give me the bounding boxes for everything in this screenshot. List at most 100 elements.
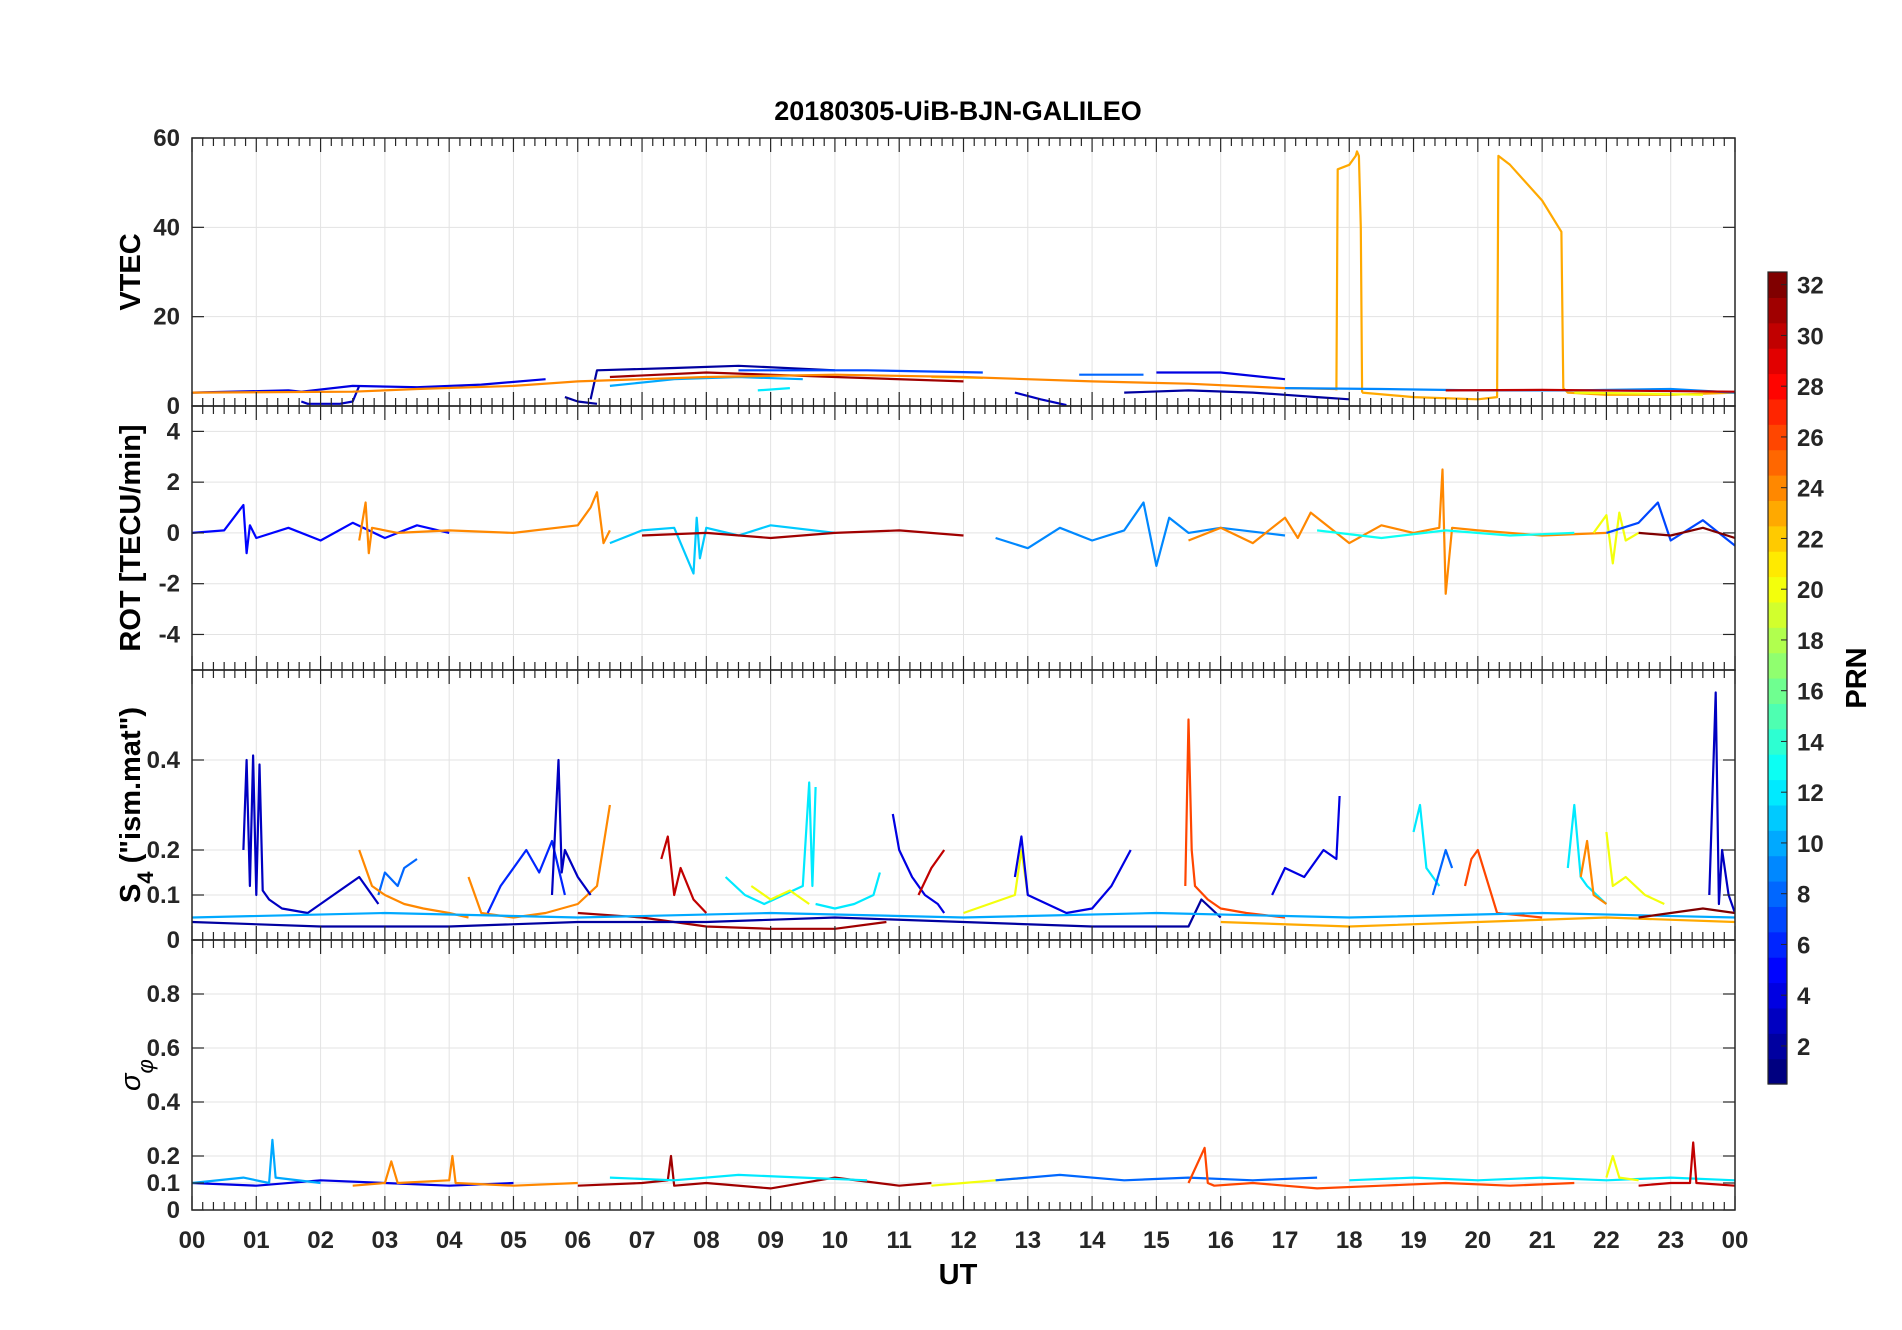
series-line-prn-12 bbox=[724, 781, 817, 906]
colorbar-tick-label: 20 bbox=[1797, 577, 1824, 604]
y-tick-label: 0.2 bbox=[147, 837, 180, 864]
y-tick-label: 0 bbox=[167, 1197, 180, 1224]
x-tick-label: 11 bbox=[887, 1227, 912, 1254]
colorbar-tick-label: 8 bbox=[1797, 882, 1810, 909]
series-line-prn-8 bbox=[1431, 848, 1454, 896]
y-axis-label-rot: ROT [TECU/min] bbox=[115, 424, 147, 651]
series-group bbox=[192, 150, 1735, 406]
x-tick-label: 12 bbox=[950, 1227, 977, 1254]
colorbar-tick-label: 16 bbox=[1797, 679, 1824, 706]
series-line-prn-26 bbox=[1187, 1146, 1575, 1190]
series-line-prn-3 bbox=[1014, 391, 1067, 406]
panel-s4: 0 0.1 0.2 0.4S4 ("ism.mat") bbox=[115, 669, 1736, 954]
colorbar-segment bbox=[1768, 373, 1787, 400]
colorbar-segment bbox=[1768, 601, 1787, 628]
colorbar-tick-label: 32 bbox=[1797, 273, 1824, 300]
series-line-prn-31 bbox=[641, 529, 964, 540]
y-tick-label: 0.1 bbox=[147, 882, 180, 909]
series-line-prn-3 bbox=[1708, 691, 1735, 914]
series-group bbox=[192, 1138, 1735, 1190]
colorbar-segment bbox=[1768, 906, 1787, 933]
colorbar-tick-label: 30 bbox=[1797, 323, 1824, 350]
series-line-prn-24 bbox=[467, 804, 611, 919]
colorbar-segment bbox=[1768, 1058, 1787, 1085]
series-line-prn-12 bbox=[757, 387, 790, 392]
series-line-prn-11 bbox=[609, 516, 836, 575]
colorbar-tick-label: 4 bbox=[1797, 983, 1811, 1010]
series-line-prn-4 bbox=[1271, 795, 1341, 896]
x-tick-label: 09 bbox=[757, 1227, 784, 1254]
x-tick-label: 04 bbox=[436, 1227, 463, 1254]
series-line-prn-7 bbox=[1606, 501, 1735, 547]
series-line-prn-23 bbox=[1220, 916, 1735, 928]
panel-rot: -4 -2 0 2 4 ROT [TECU/min] bbox=[115, 405, 1736, 671]
colorbar-tick-label: 12 bbox=[1797, 780, 1824, 807]
series-line-prn-30 bbox=[917, 849, 946, 896]
colorbar-segment bbox=[1768, 424, 1787, 451]
series-line-prn-8 bbox=[377, 858, 418, 896]
colorbar-segment bbox=[1768, 728, 1787, 755]
colorbar-segment bbox=[1768, 703, 1787, 730]
colorbar-segment bbox=[1768, 500, 1787, 527]
colorbar-tick-label: 18 bbox=[1797, 628, 1824, 655]
colorbar-segment bbox=[1768, 804, 1787, 831]
series-line-prn-3 bbox=[300, 385, 361, 405]
colorbar-segment bbox=[1768, 475, 1787, 501]
x-tick-label: 05 bbox=[500, 1227, 527, 1254]
y-tick-label: 40 bbox=[153, 214, 180, 241]
y-tick-label: -4 bbox=[159, 621, 181, 648]
series-line-prn-4 bbox=[891, 813, 946, 914]
series-line-prn-30 bbox=[660, 835, 708, 914]
colorbar-tick-label: 10 bbox=[1797, 831, 1824, 858]
x-tick-label: 23 bbox=[1657, 1227, 1684, 1254]
colorbar-segment bbox=[1768, 1007, 1787, 1034]
series-line-prn-4 bbox=[192, 1179, 514, 1187]
colorbar-segment bbox=[1768, 830, 1787, 857]
colorbar-segment bbox=[1768, 779, 1787, 806]
colorbar-segment bbox=[1768, 297, 1787, 324]
x-tick-label: 15 bbox=[1143, 1227, 1170, 1254]
series-line-prn-32 bbox=[1638, 907, 1735, 919]
series-line-prn-2 bbox=[1124, 389, 1350, 401]
series-line-prn-12 bbox=[815, 872, 881, 910]
y-tick-label: 4 bbox=[167, 418, 181, 445]
y-tick-label: 0.6 bbox=[147, 1035, 180, 1062]
x-tick-label: 17 bbox=[1272, 1227, 1299, 1254]
x-tick-label: 07 bbox=[629, 1227, 656, 1254]
colorbar-tick-label: 14 bbox=[1797, 729, 1824, 756]
series-line-prn-24 bbox=[358, 491, 611, 555]
y-tick-label: 0.2 bbox=[147, 1143, 180, 1170]
x-tick-label: 21 bbox=[1529, 1227, 1556, 1254]
colorbar-segment bbox=[1768, 525, 1787, 552]
x-tick-label: 00 bbox=[1722, 1227, 1749, 1254]
colorbar-segment bbox=[1768, 1033, 1787, 1060]
colorbar-segment bbox=[1768, 678, 1787, 704]
x-tick-label: 02 bbox=[307, 1227, 334, 1254]
panel-sigma_phi: 00.10.2 0.4 0.6 0.8 σφ bbox=[115, 939, 1736, 1224]
colorbar-segment bbox=[1768, 398, 1787, 425]
y-tick-label: 0 bbox=[167, 927, 180, 954]
series-line-prn-24 bbox=[192, 373, 1337, 394]
y-tick-label: 0 bbox=[167, 393, 180, 420]
series-line-prn-20 bbox=[750, 885, 810, 905]
series-line-prn-10 bbox=[609, 375, 803, 387]
series-line-prn-32 bbox=[1638, 526, 1735, 540]
y-tick-label: 0.1 bbox=[147, 1170, 180, 1197]
colorbar-segment bbox=[1768, 652, 1787, 679]
series-line-prn-24 bbox=[358, 849, 469, 919]
colorbar-segment bbox=[1768, 551, 1787, 578]
colorbar-segment bbox=[1768, 754, 1787, 781]
series-line-prn-23 bbox=[1335, 150, 1364, 393]
y-tick-label: 2 bbox=[167, 469, 180, 496]
series-line-prn-10 bbox=[192, 1138, 321, 1185]
colorbar-tick-label: 22 bbox=[1797, 526, 1824, 553]
series-line-prn-20 bbox=[1605, 1154, 1639, 1182]
colorbar-segment bbox=[1768, 449, 1787, 476]
colorbar-segment bbox=[1768, 881, 1787, 907]
x-tick-label: 10 bbox=[822, 1227, 849, 1254]
colorbar-tick-label: 6 bbox=[1797, 932, 1810, 959]
series-line-prn-26 bbox=[1184, 718, 1286, 919]
x-tick-label: 14 bbox=[1079, 1227, 1106, 1254]
x-tick-label: 00 bbox=[179, 1227, 206, 1254]
